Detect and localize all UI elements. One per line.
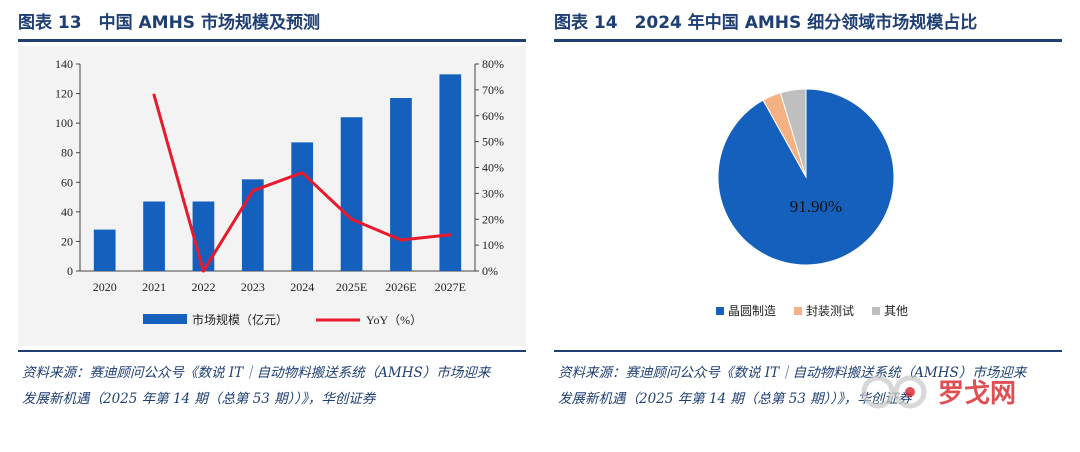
bar [439,74,462,271]
bar-line-chart-area: 0 20 40 60 80 100 120 140 0% 10% 20% 30% 40% 50% 60% 70… [18,46,526,346]
figure-13-source: 资料来源：赛迪顾问公众号《数说 IT｜自动物料搬送系统（AMHS）市场迎来发展新… [22,365,491,407]
yoy-point [399,238,403,242]
y-tick-label: 100 [55,116,73,130]
yoy-point [448,233,452,237]
y-tick-label: 140 [55,57,73,71]
x-tick-label: 2024 [290,280,314,294]
source-rule [18,350,526,352]
bar [291,142,314,271]
x-tick-label: 2027E [435,280,466,294]
y2-tick-label: 0% [482,264,498,278]
y2-tick-label: 10% [482,238,504,252]
legend-bar-label: 市场规模（亿元） [192,312,288,327]
pie-data-label: 91.90% [790,197,842,216]
x-tick-label: 2026E [385,280,416,294]
y-tick-label: 120 [55,87,73,101]
pie-chart: 91.90% 晶圆制造 封装测试 其他 [716,88,908,318]
y2-tick-label: 20% [482,212,504,226]
legend-label: 封装测试 [806,303,854,318]
bar [390,98,412,271]
y-tick-label: 80 [61,146,73,160]
legend-swatch [716,307,724,315]
y-tick-label: 40 [61,205,73,219]
x-tick-label: 2023 [241,280,265,294]
y-tick-label: 60 [61,175,73,189]
watermark-text: 罗戈网 [938,379,1016,409]
legend-swatch [794,307,802,315]
y-tick-label: 20 [61,234,73,248]
title-rule [554,39,1062,42]
bar [93,229,116,271]
figure-13-title: 图表 13 中国 AMHS 市场规模及预测 [18,13,320,33]
legend-line-label: YoY（%） [366,313,422,327]
legend-label: 晶圆制造 [728,304,776,318]
yoy-point [300,171,304,175]
legend-label: 其他 [884,304,908,318]
figure-13-panel: 图表 13 中国 AMHS 市场规模及预测 0 20 40 60 80 100 120 140… [18,0,526,452]
figure-14-title: 图表 14 2024 年中国 AMHS 细分领域市场规模占比 [554,13,978,33]
y-tick-label: 0 [67,264,73,278]
bar-line-chart: 0 20 40 60 80 100 120 140 0% 10% 20% 30% 40% 50% 60% 70… [55,57,504,327]
title-rule [18,39,526,42]
source-rule [554,350,1062,352]
yoy-point [251,189,255,193]
pie-chart-area: 91.90% 晶圆制造 封装测试 其他 [554,46,1062,346]
bar [143,201,165,271]
legend-swatch [872,307,880,315]
y2-tick-label: 80% [482,57,504,71]
y2-tick-label: 40% [482,161,504,175]
pie-slice [779,88,807,178]
x-tick-label: 2020 [93,280,117,294]
x-tick-label: 2022 [191,280,215,294]
legend-bar-swatch [143,314,187,324]
x-tick-label: 2021 [142,280,166,294]
watermark-logo: 罗戈网 [860,370,1070,414]
y2-tick-label: 60% [482,109,504,123]
yoy-point [350,217,354,221]
y2-tick-label: 70% [482,83,504,97]
y2-tick-label: 50% [482,135,504,149]
x-tick-label: 2025E [336,280,367,294]
y2-tick-label: 30% [482,186,504,200]
bar [340,117,363,271]
yoy-point [201,269,205,273]
yoy-point [152,93,156,97]
